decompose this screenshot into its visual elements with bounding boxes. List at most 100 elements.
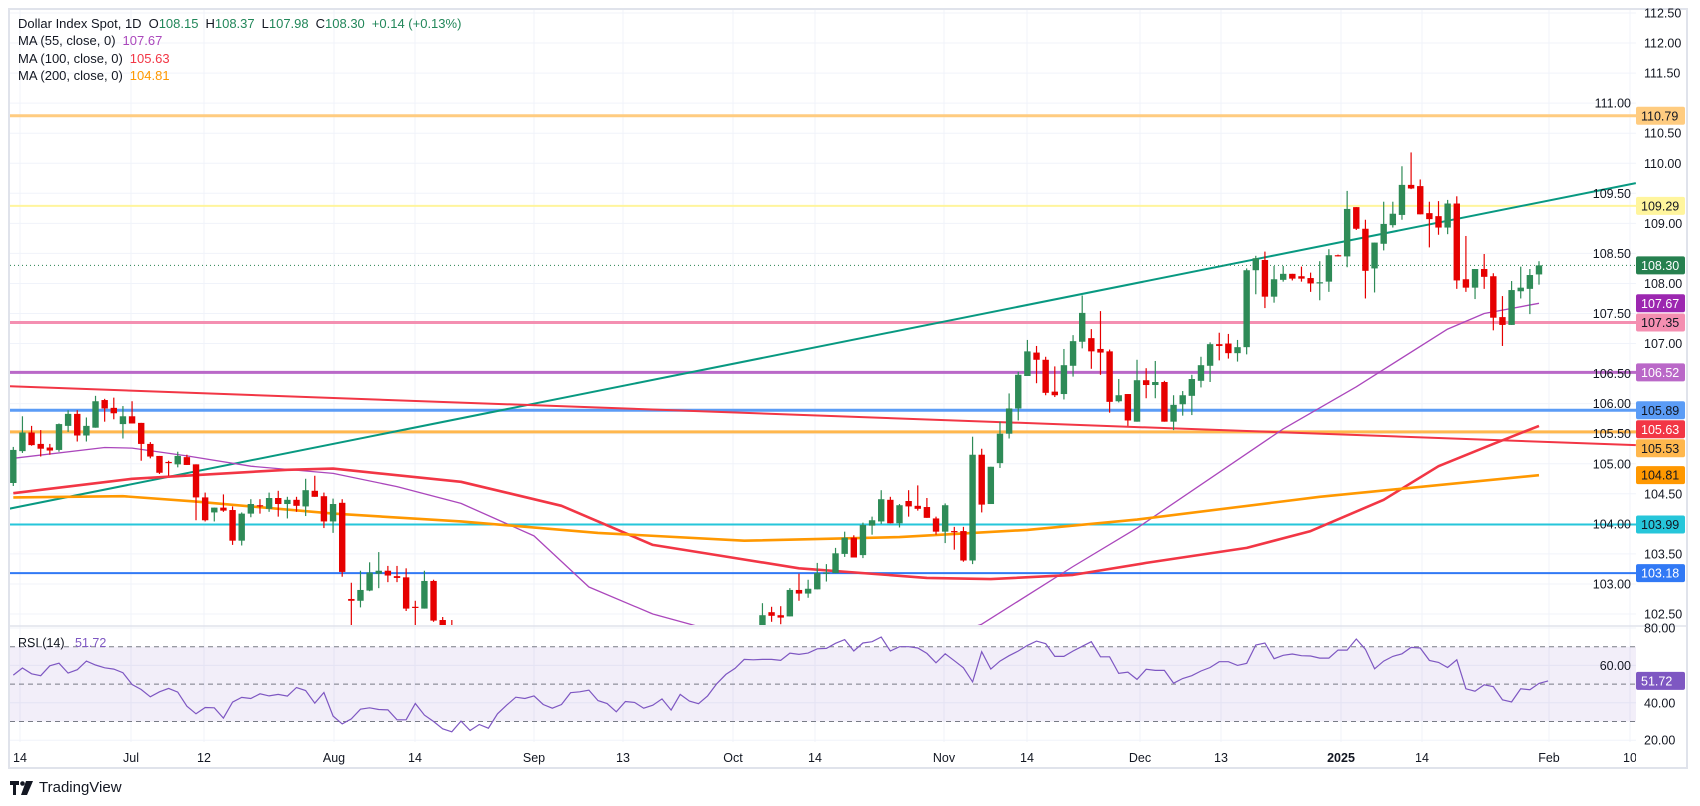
candle: [1526, 269, 1534, 315]
price-label-bg: [1636, 196, 1685, 215]
level-price-label[interactable]: 109.29: [1636, 196, 1685, 215]
price-label-text: 105.53: [1641, 442, 1679, 456]
level-price-label[interactable]: 105.53: [1636, 439, 1685, 458]
level-price-label[interactable]: 105.89: [1636, 401, 1685, 420]
level-price-label[interactable]: 103.18: [1636, 564, 1685, 583]
level-price-label[interactable]: 103.99: [1636, 515, 1685, 534]
date-tick-label: 14: [1415, 751, 1429, 765]
price-label-text: 105.63: [1641, 423, 1679, 437]
candle-body: [19, 432, 26, 452]
candle-body: [1307, 278, 1314, 284]
candle-body: [74, 413, 81, 436]
candle: [1371, 242, 1378, 293]
indicator-ma200[interactable]: MA (200, close, 0) 104.81: [18, 67, 461, 84]
candle: [37, 430, 44, 457]
candle: [1142, 368, 1150, 399]
candle: [119, 406, 127, 439]
level-price-label[interactable]: 107.35: [1636, 313, 1685, 332]
candle-body: [238, 513, 245, 541]
candle: [1334, 254, 1342, 257]
candle-body: [147, 443, 154, 457]
candle: [357, 570, 364, 608]
candle: [74, 410, 81, 442]
candle: [1535, 261, 1543, 285]
candle: [165, 460, 172, 476]
indicator-ma55[interactable]: MA (55, close, 0) 107.67: [18, 32, 461, 49]
price-axis[interactable]: 112.50 112.00 111.50 111.00 110.50 110.00 109.…: [1593, 7, 1685, 748]
candle: [1005, 393, 1013, 439]
candle: [1225, 333, 1232, 359]
level-price-label[interactable]: 106.52: [1636, 363, 1685, 382]
candle: [256, 499, 264, 514]
candle: [265, 492, 273, 512]
candle: [1033, 345, 1040, 384]
indicator-price-label[interactable]: 105.63: [1636, 420, 1685, 439]
indicator-price-label[interactable]: 107.67: [1636, 294, 1685, 313]
rsi-legend[interactable]: RSI (14) 51.72: [18, 636, 106, 650]
candle-body: [1197, 365, 1205, 381]
rsi-value-label[interactable]: 51.72: [1636, 671, 1685, 690]
candle: [823, 564, 830, 582]
price-label-text: 105.89: [1641, 404, 1679, 418]
price-label-bg: [1636, 439, 1685, 458]
candle-body: [1279, 273, 1287, 280]
tradingview-logo[interactable]: TradingView: [10, 779, 122, 796]
rsi-tick-label: 60.00: [1600, 659, 1631, 673]
date-tick-label: Feb: [1538, 751, 1560, 765]
candle: [969, 436, 976, 565]
close-value: 108.30: [325, 16, 365, 31]
price-label-bg: [1636, 363, 1685, 382]
candle: [174, 451, 181, 468]
candle: [293, 496, 300, 512]
indicator-price-label[interactable]: 108.30: [1636, 256, 1685, 275]
candle: [311, 475, 318, 497]
candle-body: [1499, 317, 1506, 325]
candle-body: [110, 407, 117, 414]
candle: [1216, 332, 1223, 361]
candle-body: [311, 490, 318, 497]
candle: [1088, 329, 1095, 369]
candle-body: [786, 589, 794, 617]
candle-body: [1462, 279, 1470, 288]
open-value: 108.15: [158, 16, 199, 31]
candle: [1289, 273, 1296, 281]
price-label-text: 104.81: [1641, 469, 1679, 483]
date-tick-label: Oct: [723, 751, 743, 765]
candle: [275, 490, 282, 517]
candle-body: [37, 443, 44, 449]
candle-body: [430, 580, 437, 621]
candle-body: [814, 573, 821, 590]
candle: [777, 606, 784, 625]
date-tick-label: 14: [13, 751, 27, 765]
candle-body: [1069, 341, 1077, 366]
time-axis[interactable]: 14 Jul 12 Aug 14 Sep 13 Oct 14 Nov 14 Dec 13 2025 14 Fe…: [13, 751, 1637, 765]
candle: [878, 490, 885, 524]
candle: [1161, 380, 1168, 422]
price-label-bg: [1636, 294, 1685, 313]
level-price-label[interactable]: 110.79: [1636, 106, 1685, 125]
date-tick-label: 14: [408, 751, 422, 765]
candle-body: [275, 498, 282, 505]
indicator-ma100[interactable]: MA (100, close, 0) 105.63: [18, 50, 461, 67]
candle: [110, 397, 117, 420]
candle-body: [211, 507, 218, 513]
candle-body: [284, 499, 291, 505]
candle-body: [777, 615, 784, 618]
candle-body: [1188, 379, 1196, 396]
candle-body: [1325, 255, 1333, 282]
rsi-line: [12, 636, 1549, 733]
candle-body: [941, 505, 949, 532]
candle: [430, 579, 437, 622]
candle: [1353, 207, 1360, 230]
candle: [768, 606, 775, 622]
symbol-title[interactable]: Dollar Index Spot, 1D: [18, 16, 142, 31]
candle: [1024, 339, 1031, 377]
candle: [320, 492, 328, 529]
candle-body: [128, 416, 136, 424]
indicator-price-label[interactable]: 104.81: [1636, 466, 1685, 485]
candle: [302, 478, 309, 517]
candle-body: [996, 433, 1004, 464]
low-value: 107.98: [268, 16, 309, 31]
